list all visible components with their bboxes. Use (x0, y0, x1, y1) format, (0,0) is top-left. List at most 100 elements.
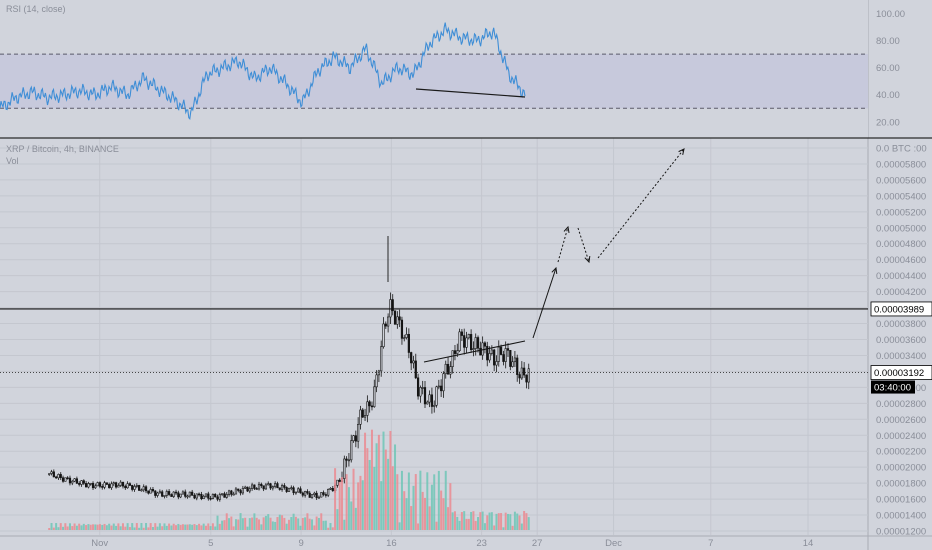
candle-body (391, 299, 394, 312)
volume-bar (504, 512, 507, 530)
candle-body (276, 483, 279, 489)
candle-body (483, 342, 487, 347)
candle-body (410, 352, 413, 364)
candle-body (112, 482, 115, 485)
volume-bar (133, 527, 136, 530)
volume-bar (78, 523, 81, 530)
volume-bar (158, 523, 161, 530)
volume-bar (149, 523, 152, 530)
candle-body (85, 483, 88, 488)
volume-bar (290, 517, 293, 530)
volume-bar (264, 515, 267, 530)
volume-bar (506, 513, 509, 530)
price-tick-label: 0.00001400 (876, 511, 926, 522)
candle-body (504, 348, 507, 362)
candle-body (174, 491, 178, 494)
candle-body (103, 482, 106, 488)
candle-body (481, 342, 484, 356)
volume-bar (283, 517, 286, 530)
volume-bar (52, 527, 55, 530)
volume-bar (352, 468, 355, 530)
volume-bar (380, 481, 383, 530)
candle-body (357, 424, 360, 442)
volume-bar (405, 498, 408, 530)
volume-bar (297, 518, 300, 530)
candle-body (68, 477, 72, 484)
volume-bar (244, 517, 247, 530)
candle-body (336, 479, 339, 486)
volume-bar (186, 524, 189, 530)
candle-body (366, 401, 369, 416)
volume-bar (145, 523, 148, 530)
candle-body (154, 490, 157, 496)
volume-bar (92, 524, 95, 530)
projection-arrow-2-head (563, 225, 570, 233)
volume-bar (449, 483, 452, 530)
volume-bar (368, 459, 371, 530)
triangle-support-line (423, 340, 526, 363)
candle-body (131, 485, 134, 490)
price-tick-label: 0.00005000 (876, 223, 926, 234)
volume-bar (387, 458, 390, 530)
candle-body (142, 486, 145, 491)
candle-body (440, 385, 443, 392)
candle-body (465, 337, 468, 348)
candle-body (135, 485, 138, 487)
volume-bar (493, 525, 496, 530)
candle-body (354, 435, 357, 442)
candle-body (361, 409, 364, 418)
candle-body (430, 394, 434, 407)
volume-bar (223, 520, 226, 530)
volume-bar (140, 523, 143, 530)
volume-bar (345, 474, 348, 530)
volume-bar (131, 523, 134, 530)
time-tick-label: Dec (605, 538, 622, 549)
volume-bar (458, 520, 461, 530)
candle-body (384, 323, 387, 327)
volume-bar (211, 523, 214, 530)
time-tick-label: 14 (803, 538, 814, 549)
volume-bar (465, 518, 468, 530)
volume-bar (75, 525, 78, 530)
candle-body (283, 485, 286, 488)
volume-bar (191, 524, 194, 530)
volume-bar (511, 525, 514, 530)
volume-bar (347, 487, 350, 530)
volume-bar (407, 472, 410, 530)
candle-body (117, 485, 120, 488)
candle-body (147, 490, 150, 494)
candle-body (211, 493, 215, 499)
volume-bar (232, 526, 235, 530)
candle-body (407, 334, 410, 353)
rsi-tick-label: 20.00 (876, 117, 900, 128)
volume-bar (301, 517, 304, 530)
volume-bar (370, 429, 373, 530)
volume-bar (394, 444, 397, 530)
candle-body (343, 458, 346, 479)
volume-bar (384, 449, 387, 530)
candle-body (119, 481, 122, 486)
volume-bar (80, 525, 83, 530)
candle-body (151, 489, 155, 492)
candle-body (322, 492, 325, 495)
volume-bar (154, 523, 157, 530)
candle-body (91, 482, 95, 489)
candle-body (287, 488, 291, 492)
volume-bar (382, 431, 385, 530)
projection-arrow-3-head (584, 255, 591, 264)
volume-bar (334, 468, 337, 530)
candle-body (271, 486, 274, 489)
candle-body (216, 496, 219, 500)
candle-body (121, 481, 125, 487)
time-tick-label: 23 (476, 538, 487, 549)
candle-body (380, 346, 383, 372)
candle-body (290, 487, 293, 489)
volume-bar (87, 524, 90, 530)
candle-body (82, 480, 85, 484)
volume-bar (502, 527, 505, 530)
candle-body (506, 348, 510, 351)
volume-bar (112, 523, 115, 530)
candle-body (294, 491, 297, 494)
volume-bar (467, 518, 470, 530)
